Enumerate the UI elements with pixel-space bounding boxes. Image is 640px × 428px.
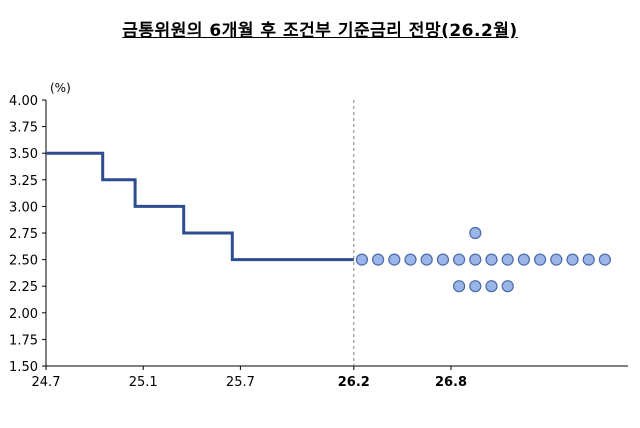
forecast-dot: [598, 253, 612, 266]
forecast-dot: [550, 253, 563, 266]
forecast-dot: [453, 253, 466, 266]
forecast-dot: [582, 253, 595, 266]
forecast-dot: [501, 280, 514, 293]
forecast-dot: [517, 253, 531, 266]
x-tick-label: 26.8: [435, 375, 467, 390]
forecast-dot: [501, 253, 514, 266]
forecast-dot: [453, 280, 466, 293]
policy-rate-step-line: [46, 151, 354, 262]
forecast-dot: [436, 253, 449, 266]
y-tick-label: 3.75: [9, 121, 38, 136]
y-tick-label: 2.25: [9, 280, 38, 295]
y-tick-label: 1.75: [9, 333, 38, 348]
chart-title: 금통위원의 6개월 후 조건부 기준금리 전망(26.2월): [122, 21, 518, 41]
forecast-dot: [485, 253, 498, 266]
forecast-dot: [388, 253, 401, 266]
y-tick-label: 2.50: [9, 254, 38, 269]
forecast-dot: [469, 226, 482, 240]
y-tick-label: 3.50: [9, 147, 38, 162]
y-tick-label: 1.50: [9, 360, 38, 375]
x-tick-label: 24.7: [32, 375, 61, 390]
x-tick-label: 26.2: [338, 375, 370, 390]
y-tick-label: 3.25: [9, 174, 38, 189]
x-tick-label: 25.7: [226, 375, 255, 390]
forecast-dot: [355, 253, 368, 266]
forecast-dot: [404, 253, 417, 266]
y-tick-label: 3.00: [9, 200, 38, 215]
forecast-dot: [420, 253, 433, 266]
y-tick-label: 4.00: [9, 94, 38, 109]
forecast-dot: [372, 253, 385, 266]
x-tick-label: 25.1: [129, 375, 158, 390]
y-unit-label: (%): [50, 81, 71, 95]
forecast-dot: [485, 280, 498, 293]
forecast-dot: [566, 253, 579, 266]
forecast-dot: [469, 253, 482, 266]
forecast-dot: [533, 253, 547, 266]
y-tick-label: 2.00: [9, 307, 38, 322]
y-tick-label: 2.75: [9, 227, 38, 242]
forecast-dot: [469, 280, 482, 293]
